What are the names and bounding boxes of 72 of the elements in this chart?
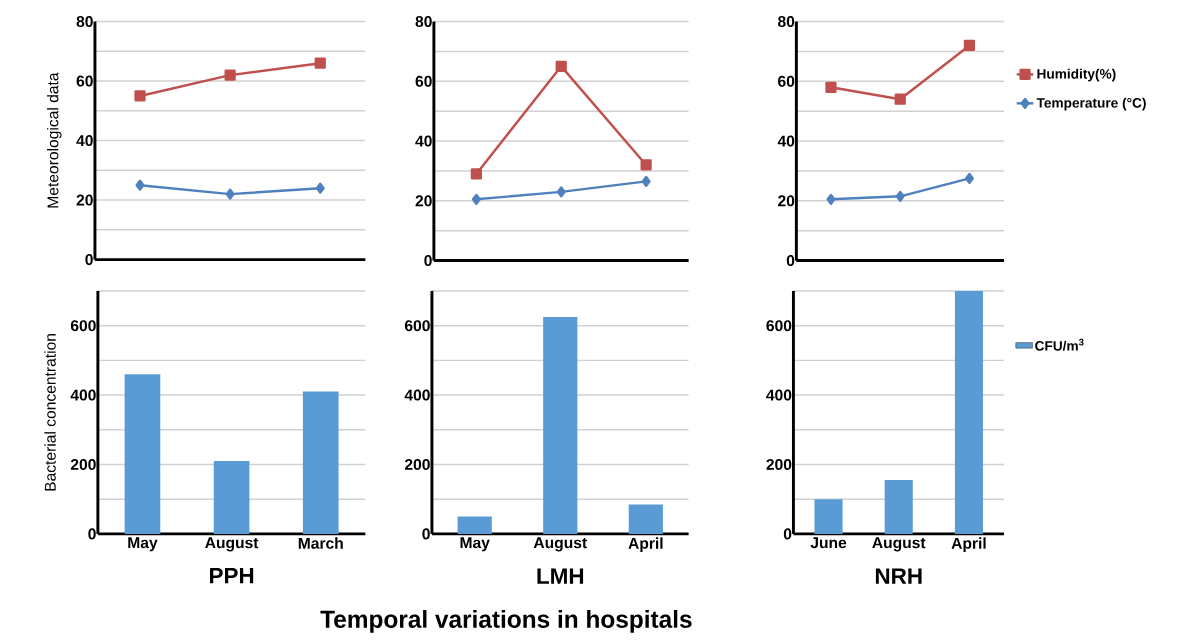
y-tick-label: 0 xyxy=(422,528,430,540)
y-tick-label: 0 xyxy=(85,254,93,266)
point xyxy=(315,182,325,194)
x-axis-title: LMH xyxy=(537,568,584,585)
y-tick-label: 20 xyxy=(76,194,93,206)
text: Temporal variations in hospitals xyxy=(320,610,692,633)
point xyxy=(964,172,974,185)
y-tick-label: 400 xyxy=(70,389,96,401)
y-tick-label: 200 xyxy=(70,459,96,471)
point xyxy=(471,193,481,206)
y-tick-label: 400 xyxy=(404,389,430,401)
point xyxy=(224,69,236,81)
y-tick-label: 20 xyxy=(778,195,795,207)
point xyxy=(135,179,145,191)
bar xyxy=(213,461,250,535)
bar xyxy=(457,516,492,535)
bar xyxy=(884,480,913,535)
y-tick-label: 40 xyxy=(76,135,93,147)
bar xyxy=(302,391,339,535)
point xyxy=(641,175,651,188)
y-tick-label: 60 xyxy=(415,75,432,88)
x-axis-title: PPH xyxy=(210,568,254,584)
point xyxy=(894,93,906,106)
point xyxy=(555,60,567,73)
y-tick-label: 0 xyxy=(424,255,432,267)
x-tick-label: June xyxy=(810,537,847,549)
y-tick-label: 80 xyxy=(777,16,795,28)
bar xyxy=(814,499,843,535)
x-tick-label: May xyxy=(460,537,490,552)
y-tick-label: 20 xyxy=(415,195,432,207)
y-tick-label: 0 xyxy=(783,528,792,540)
y-tick-label: 80 xyxy=(76,16,93,28)
legend-label: Humidity(%) xyxy=(1037,68,1116,82)
legend-label: Temperature (°C) xyxy=(1036,97,1146,111)
y-tick-label: 0 xyxy=(786,255,795,267)
bar xyxy=(954,291,983,535)
legend-label: CFU/m$^{3}$ xyxy=(1035,338,1084,352)
point xyxy=(963,40,976,52)
y-tick-label: 40 xyxy=(777,135,795,147)
x-tick-label: August xyxy=(533,537,587,552)
x-tick-label: April xyxy=(951,537,986,553)
y-tick-label: 80 xyxy=(415,16,432,28)
y-tick-label: 600 xyxy=(404,320,430,332)
bar xyxy=(628,504,663,535)
bar xyxy=(124,374,161,535)
point xyxy=(825,81,837,94)
y-tick-label: 60 xyxy=(76,75,93,87)
x-axis-title: NRH xyxy=(875,568,922,585)
y-tick-label: 0 xyxy=(88,528,96,540)
point xyxy=(895,190,905,203)
y-tick-label: 60 xyxy=(778,75,795,88)
y-axis-title: Bacterial concentration xyxy=(44,334,56,491)
y-tick-label: 600 xyxy=(70,320,96,332)
point xyxy=(470,168,482,180)
x-tick-label: August xyxy=(205,537,259,552)
point xyxy=(225,188,235,200)
y-tick-label: 40 xyxy=(415,135,432,147)
y-axis-title: Meteorological data xyxy=(46,72,62,208)
point xyxy=(640,159,652,171)
x-tick-label: August xyxy=(872,537,926,552)
x-tick-label: March xyxy=(298,537,343,549)
point xyxy=(314,57,326,69)
point xyxy=(826,193,836,206)
y-tick-label: 200 xyxy=(404,459,430,471)
point xyxy=(556,186,566,198)
y-tick-label: 400 xyxy=(766,389,792,401)
point xyxy=(134,90,146,102)
y-tick-label: 600 xyxy=(766,320,792,332)
x-tick-label: April xyxy=(628,537,663,553)
x-tick-label: May xyxy=(128,537,158,552)
bar xyxy=(543,317,578,535)
y-tick-label: 200 xyxy=(766,459,792,471)
